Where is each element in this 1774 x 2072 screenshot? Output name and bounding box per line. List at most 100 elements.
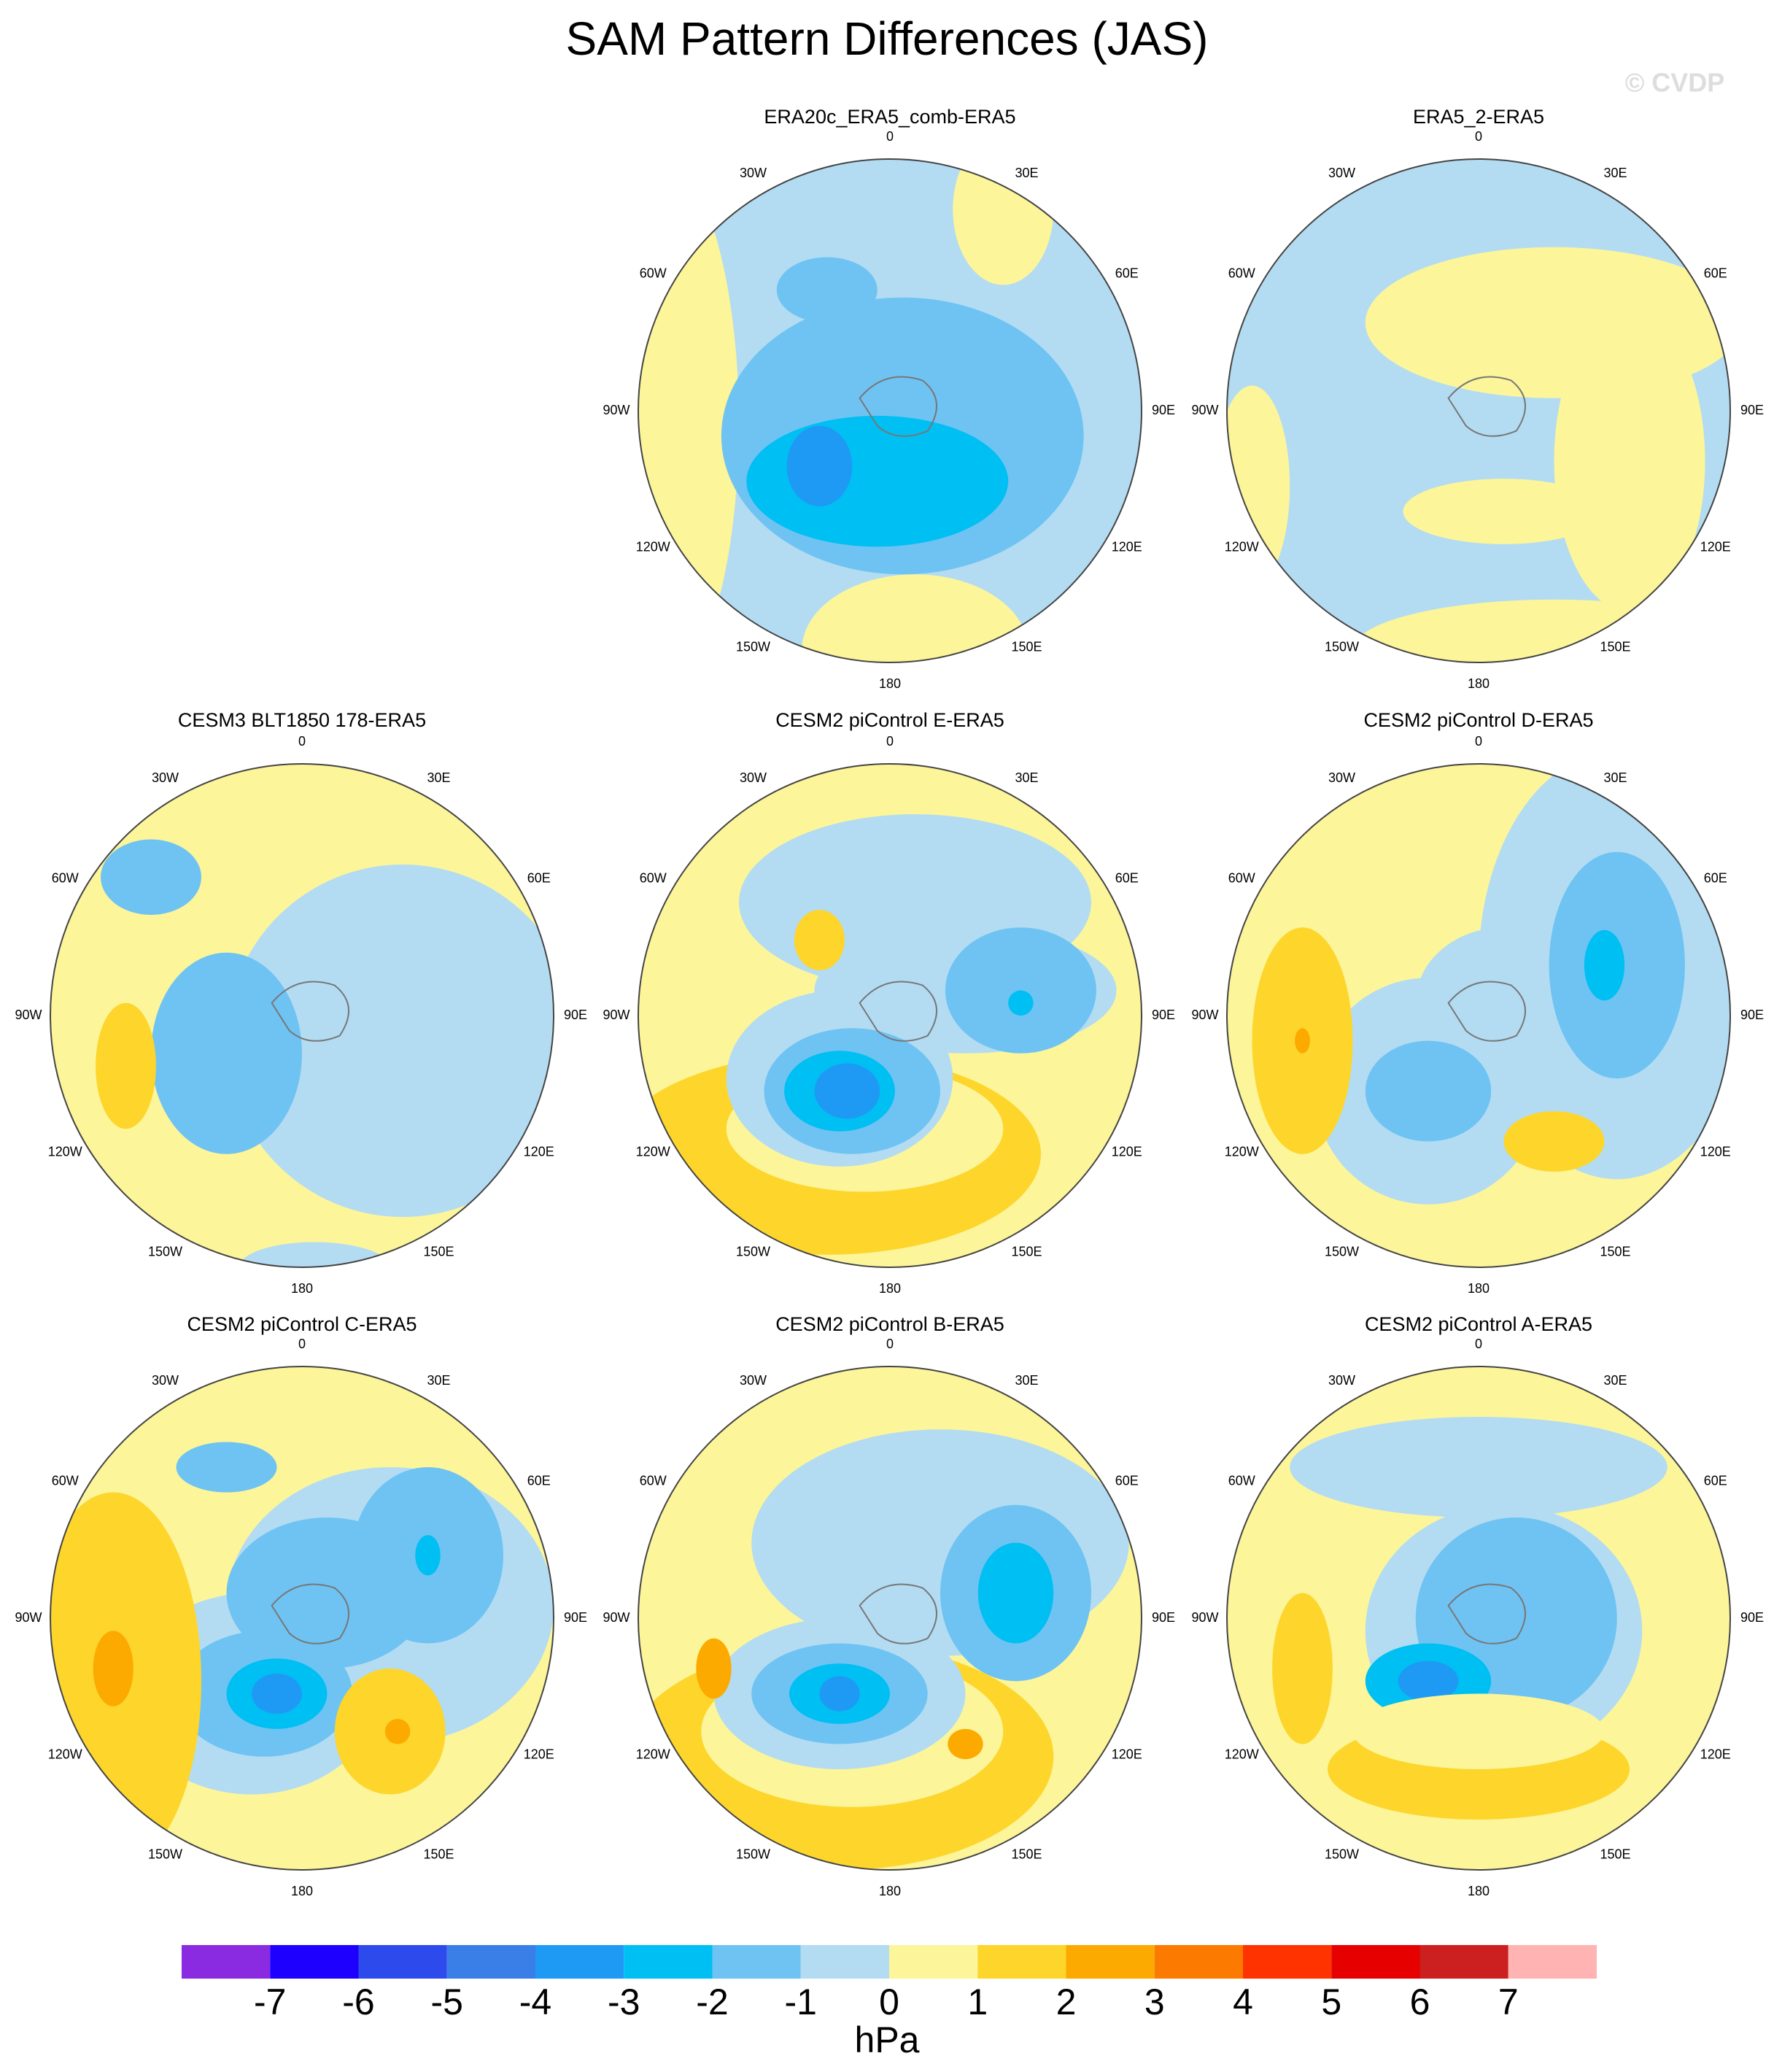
- panel-title: ERA20c_ERA5_comb-ERA5: [764, 106, 1015, 128]
- colorbar-box: [1331, 1945, 1420, 1979]
- longitude-label: 0: [298, 1337, 306, 1351]
- longitude-label: 150E: [1600, 1847, 1630, 1862]
- colorbar-label: 6: [1410, 1982, 1430, 2022]
- panel-title: CESM2 piControl E-ERA5: [775, 709, 1004, 731]
- colorbar-box: [800, 1945, 889, 1979]
- longitude-label: 120W: [48, 1144, 82, 1159]
- antarctica-coast: [1447, 1583, 1526, 1644]
- colorbar: -7 -6 -5 -4 -3 -2 -1 0 1 2 3 4 5 6 7: [182, 1945, 1597, 2022]
- longitude-label: 90E: [1152, 1008, 1175, 1022]
- longitude-label: 150E: [1600, 1245, 1630, 1259]
- longitude-label: 90E: [1152, 1610, 1175, 1625]
- longitude-label: 120W: [1225, 1747, 1259, 1761]
- map-panel: CESM2 piControl A-ERA5 0 30E 60E 90E 120E 150E…: [1191, 1313, 1764, 1898]
- longitude-label: 120E: [1700, 539, 1731, 554]
- longitude-label: 60W: [1228, 1473, 1255, 1488]
- colorbar-box: [624, 1945, 713, 1979]
- longitude-label: 30E: [1603, 166, 1627, 180]
- field-contour: [819, 1676, 860, 1712]
- longitude-label: 30E: [1015, 770, 1038, 785]
- longitude-label: 0: [298, 734, 306, 749]
- field-contour: [239, 1242, 390, 1267]
- field-contour: [415, 1535, 441, 1576]
- colorbar-label: -6: [342, 1982, 374, 2022]
- field-contour: [948, 1728, 983, 1760]
- field-contour: [1272, 1593, 1333, 1744]
- longitude-label: 60W: [640, 870, 667, 885]
- field-contour: [1227, 385, 1290, 587]
- colorbar-box: [977, 1945, 1066, 1979]
- panel-title: CESM3 BLT1850 178-ERA5: [178, 709, 426, 731]
- field-contour: [977, 1542, 1054, 1644]
- longitude-label: 0: [886, 129, 894, 144]
- colorbar-box: [270, 1945, 359, 1979]
- map-border: [638, 763, 1142, 1268]
- longitude-label: 150E: [1600, 640, 1630, 654]
- longitude-label: 180: [1468, 1884, 1490, 1898]
- field-contour: [252, 1673, 302, 1715]
- panel-title: ERA5_2-ERA5: [1413, 106, 1544, 128]
- longitude-label: 90W: [15, 1008, 42, 1022]
- longitude-label: 90E: [1152, 403, 1175, 417]
- longitude-label: 120W: [48, 1747, 82, 1761]
- field-contour: [1584, 929, 1625, 1001]
- longitude-label: 0: [886, 734, 894, 749]
- longitude-label: 120W: [636, 1144, 670, 1159]
- longitude-label: 30W: [1328, 770, 1355, 785]
- colorbar-label: 0: [879, 1982, 899, 2022]
- longitude-label: 90W: [1191, 1008, 1218, 1022]
- longitude-label: 120E: [524, 1144, 554, 1159]
- map-field: [638, 159, 1142, 662]
- colorbar-box: [1419, 1945, 1508, 1979]
- map-panel: CESM2 piControl D-ERA5 0 30E 60E 90E 120E 150E…: [1191, 709, 1764, 1296]
- map-field: [1227, 1366, 1730, 1870]
- field-contour: [1398, 1661, 1459, 1701]
- colorbar-label: 1: [967, 1982, 988, 2022]
- field-contour: [953, 159, 1054, 285]
- longitude-label: 30W: [740, 1373, 767, 1388]
- field-contour: [151, 952, 302, 1154]
- longitude-label: 60E: [1704, 1473, 1727, 1488]
- map-border: [1226, 763, 1731, 1268]
- longitude-label: 180: [291, 1884, 313, 1898]
- field-contour: [1352, 599, 1730, 662]
- antarctica-coast: [271, 981, 349, 1042]
- longitude-label: 30E: [1603, 1373, 1627, 1388]
- longitude-label: 90E: [564, 1610, 587, 1625]
- longitude-label: 150W: [736, 1245, 770, 1259]
- colorbar-label: -5: [431, 1982, 463, 2022]
- field-contour: [1503, 1111, 1605, 1172]
- colorbar-label: -4: [519, 1982, 551, 2022]
- longitude-label: 180: [1468, 1281, 1490, 1296]
- antarctica-coast: [1447, 376, 1526, 437]
- longitude-label: 120W: [636, 1747, 670, 1761]
- longitude-label: 180: [879, 1281, 901, 1296]
- field-contour: [384, 1719, 411, 1744]
- longitude-label: 60W: [52, 870, 79, 885]
- panel-title: CESM2 piControl A-ERA5: [1365, 1313, 1592, 1335]
- longitude-label: 60W: [640, 1473, 667, 1488]
- colorbar-label: 2: [1056, 1982, 1077, 2022]
- colorbar-box: [446, 1945, 535, 1979]
- panel-title: CESM2 piControl B-ERA5: [775, 1313, 1004, 1335]
- longitude-label: 180: [291, 1281, 313, 1296]
- longitude-label: 30E: [427, 1373, 450, 1388]
- longitude-label: 60W: [52, 1473, 79, 1488]
- longitude-label: 120W: [1225, 539, 1259, 554]
- longitude-label: 150W: [1325, 640, 1359, 654]
- map-panel: CESM2 piControl E-ERA5 0 30E 60E 90E 120E 150E…: [603, 709, 1175, 1296]
- longitude-label: 60W: [1228, 870, 1255, 885]
- map-border: [50, 1366, 554, 1871]
- field-contour: [1008, 990, 1034, 1016]
- longitude-label: 90W: [15, 1610, 42, 1625]
- antarctica-coast: [859, 1583, 937, 1644]
- longitude-label: 150W: [148, 1847, 182, 1862]
- colorbar-label: 7: [1498, 1982, 1519, 2022]
- longitude-label: 180: [879, 676, 901, 691]
- longitude-label: 30W: [1328, 166, 1355, 180]
- colorbar-box: [1066, 1945, 1155, 1979]
- longitude-label: 90E: [1740, 1008, 1764, 1022]
- maps: ERA20c_ERA5_comb-ERA5030E60E90E120E150E1…: [15, 106, 1764, 1898]
